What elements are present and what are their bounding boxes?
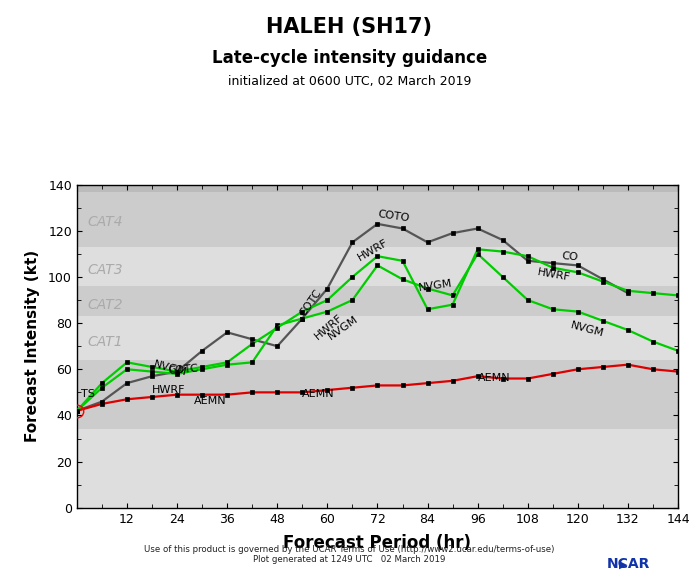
Bar xyxy=(77,429,678,508)
Text: AEMN: AEMN xyxy=(194,396,226,406)
Bar xyxy=(77,247,678,286)
Text: NVGM: NVGM xyxy=(152,359,188,378)
Text: CAT4: CAT4 xyxy=(87,215,123,228)
Text: HWRF: HWRF xyxy=(356,238,390,263)
Bar xyxy=(77,46,678,192)
Text: CAT2: CAT2 xyxy=(87,298,123,312)
Text: Late-cycle intensity guidance: Late-cycle intensity guidance xyxy=(212,49,487,67)
Text: HWRF: HWRF xyxy=(536,267,571,283)
Text: COTC: COTC xyxy=(168,364,199,376)
Text: HWRF: HWRF xyxy=(152,385,185,395)
Text: NVGM: NVGM xyxy=(326,314,359,342)
Bar xyxy=(77,286,678,316)
Text: ▶: ▶ xyxy=(619,560,627,570)
Text: CO: CO xyxy=(561,251,579,262)
Text: HALEH (SH17): HALEH (SH17) xyxy=(266,17,433,38)
Text: AEMN: AEMN xyxy=(302,389,335,399)
Text: HWRF: HWRF xyxy=(312,312,345,342)
Y-axis label: Forecast Intensity (kt): Forecast Intensity (kt) xyxy=(25,250,40,442)
Bar xyxy=(77,192,678,247)
Text: CAT3: CAT3 xyxy=(87,263,123,277)
Text: NVGM: NVGM xyxy=(418,279,453,293)
X-axis label: Forecast Period (hr): Forecast Period (hr) xyxy=(284,534,471,552)
Text: CAT1: CAT1 xyxy=(87,335,123,349)
Text: NCAR: NCAR xyxy=(607,557,650,571)
Text: initialized at 0600 UTC, 02 March 2019: initialized at 0600 UTC, 02 March 2019 xyxy=(228,75,471,88)
Text: Use of this product is governed by the UCAR Terms of Use (http://www2.ucar.edu/t: Use of this product is governed by the U… xyxy=(144,545,555,554)
Text: NVGM: NVGM xyxy=(570,320,605,339)
Text: COTO: COTO xyxy=(377,209,410,224)
Text: TS: TS xyxy=(81,389,95,399)
Text: Plot generated at 1249 UTC   02 March 2019: Plot generated at 1249 UTC 02 March 2019 xyxy=(253,555,446,564)
Bar xyxy=(77,316,678,360)
Text: COTC: COTC xyxy=(298,288,324,319)
Bar xyxy=(77,360,678,429)
Text: AEMN: AEMN xyxy=(477,373,510,383)
